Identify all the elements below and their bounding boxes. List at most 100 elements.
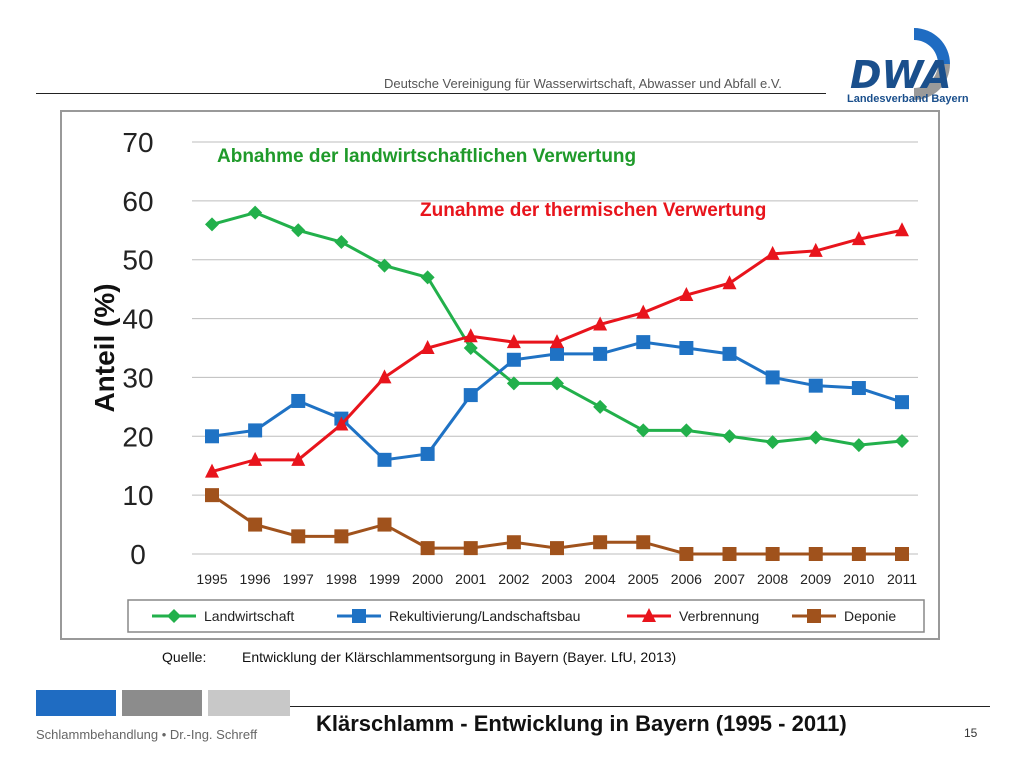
x-tick-label: 2007 — [714, 571, 745, 587]
landwirtschaft-point — [291, 223, 306, 238]
landwirtschaft-point — [851, 438, 866, 453]
source-label: Quelle: — [162, 649, 207, 665]
landwirtschaft-point — [550, 376, 564, 391]
verbrennung-point — [205, 463, 219, 478]
rekultivierung-landschaftsbau-point — [506, 352, 521, 367]
rekultivierung-landschaftsbau-point — [722, 346, 737, 361]
landwirtschaft-point — [248, 205, 263, 220]
verbrennung-point — [377, 369, 392, 384]
x-tick-label: 2011 — [887, 571, 917, 587]
chart-frame: 0 10 20 30 40 50 60 70 Anteil (%) 1995 1996 1997 199… — [60, 110, 940, 640]
legend-rekultivierung-landschaftsbau-point — [352, 609, 366, 623]
x-tick-label: 2004 — [585, 571, 616, 587]
y-tick-label: 0 — [130, 539, 146, 570]
x-tick-label: 2001 — [455, 571, 486, 587]
x-tick-label: 1995 — [196, 571, 227, 587]
landwirtschaft-point — [506, 376, 521, 391]
header-org-text: Deutsche Vereinigung für Wasserwirtschaf… — [384, 76, 782, 91]
landwirtschaft-point — [765, 435, 780, 450]
landwirtschaft-point — [593, 399, 608, 414]
verbrennung-point — [808, 242, 823, 257]
legend-label-deponie: Deponie — [844, 608, 896, 624]
landwirtschaft-point — [636, 423, 651, 438]
landwirtschaft-point — [895, 433, 909, 448]
landwirtschaft-point — [722, 429, 737, 444]
rekultivierung-landschaftsbau-point — [593, 346, 608, 361]
deponie-point — [851, 547, 866, 561]
legend-label-rekultivierung-landschaftsbau: Rekultivierung/Landschaftsbau — [389, 608, 580, 624]
footer-bar-lightgray — [208, 690, 290, 716]
footer-divider — [290, 706, 990, 707]
verbrennung-point — [895, 222, 909, 237]
verbrennung-point — [248, 451, 263, 466]
rekultivierung-landschaftsbau-point — [377, 452, 392, 467]
y-tick-label: 50 — [122, 245, 153, 276]
deponie-point — [808, 547, 823, 561]
deponie-point — [377, 517, 392, 532]
x-tick-label: 1997 — [283, 571, 314, 587]
rekultivierung-landschaftsbau-point — [550, 346, 564, 361]
deponie-point — [205, 488, 219, 503]
x-tick-label: 2005 — [628, 571, 659, 587]
verbrennung-point — [679, 287, 694, 302]
slide-title: Klärschlamm - Entwicklung in Bayern (199… — [316, 711, 847, 736]
landwirtschaft-point — [377, 258, 392, 273]
landwirtschaft-point — [420, 270, 435, 285]
deponie-point — [420, 541, 435, 556]
deponie-point — [248, 517, 263, 532]
header-divider — [36, 93, 826, 94]
verbrennung-point — [420, 340, 435, 354]
x-tick-label: 2009 — [800, 571, 831, 587]
verbrennung-point — [636, 304, 651, 319]
x-tick-label: 1996 — [240, 571, 271, 587]
deponie-point — [550, 541, 564, 556]
deponie-point — [291, 529, 306, 544]
legend-deponie-point — [807, 609, 821, 623]
y-tick-label: 40 — [122, 304, 153, 335]
landwirtschaft-line — [211, 211, 903, 447]
verbrennung-point — [506, 334, 521, 349]
y-tick-label: 70 — [122, 127, 153, 158]
verbrennung-point — [593, 316, 608, 331]
landwirtschaft-point — [808, 430, 823, 445]
footer-bar-blue — [36, 690, 116, 716]
rekultivierung-landschaftsbau-point — [895, 395, 909, 410]
annotation-decrease: Abnahme der landwirtschaftlichen Verwert… — [217, 146, 636, 167]
deponie-point — [895, 547, 909, 561]
y-tick-label: 20 — [122, 421, 153, 452]
page-number: 15 — [964, 726, 978, 740]
x-tick-label: 1999 — [369, 571, 400, 587]
legend-label-landwirtschaft: Landwirtschaft — [204, 608, 294, 624]
footer-bar-gray — [122, 690, 202, 716]
legend-box — [127, 599, 925, 633]
x-tick-label: 2008 — [757, 571, 788, 587]
x-tick-label: 2010 — [843, 571, 874, 587]
landwirtschaft-point — [679, 423, 694, 438]
landwirtschaft-point — [334, 235, 349, 250]
deponie-point — [722, 547, 737, 561]
verbrennung-point — [765, 245, 780, 260]
verbrennung-point — [463, 328, 478, 343]
footer-author: Schlammbehandlung • Dr.-Ing. Schreff — [36, 727, 258, 742]
deponie-point — [679, 547, 694, 561]
rekultivierung-landschaftsbau-point — [463, 388, 478, 403]
logo-subtitle: Landesverband Bayern — [847, 93, 969, 105]
rekultivierung-landschaftsbau-point — [808, 378, 823, 393]
x-tick-label: 2002 — [498, 571, 529, 587]
x-tick-label: 2003 — [541, 571, 572, 587]
x-tick-label: 2000 — [412, 571, 443, 587]
x-tick-label: 2006 — [671, 571, 702, 587]
x-tick-label: 1998 — [326, 571, 357, 587]
source-text: Entwicklung der Klärschlammentsorgung in… — [242, 649, 677, 665]
y-tick-label: 30 — [122, 362, 153, 393]
y-tick-label: 10 — [122, 480, 153, 511]
verbrennung-point — [851, 231, 866, 246]
verbrennung-point — [291, 451, 306, 466]
deponie-point — [334, 529, 349, 544]
rekultivierung-landschaftsbau-point — [291, 393, 306, 408]
rekultivierung-landschaftsbau-point — [205, 429, 219, 444]
deponie-point — [593, 535, 608, 550]
dwa-logo: DWA — [844, 20, 984, 110]
verbrennung-point — [550, 334, 564, 349]
legend-label-verbrennung: Verbrennung — [679, 608, 759, 624]
